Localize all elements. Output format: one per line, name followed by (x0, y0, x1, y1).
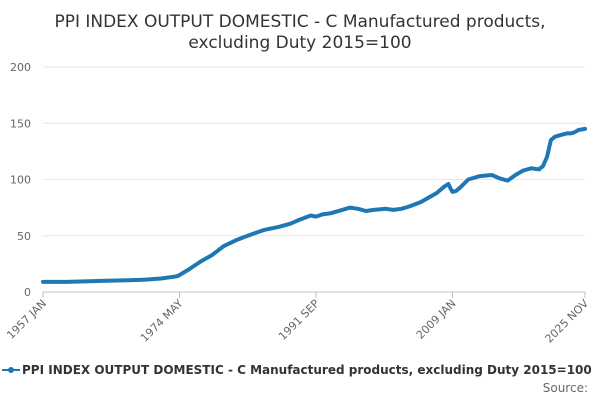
data-point[interactable] (246, 234, 250, 238)
y-tick-label: 100 (10, 174, 31, 187)
data-point[interactable] (234, 238, 238, 242)
data-point[interactable] (198, 260, 203, 264)
x-tick-label: 2025 NOV (543, 297, 592, 346)
grid-lines (43, 66, 585, 293)
data-point[interactable] (541, 164, 545, 168)
source-label: Source: (543, 381, 588, 395)
data-point[interactable] (435, 191, 439, 195)
data-point[interactable] (490, 173, 494, 177)
data-point[interactable] (446, 182, 451, 186)
y-tick-label: 0 (24, 286, 31, 299)
data-point[interactable] (521, 168, 525, 173)
data-point[interactable] (557, 134, 561, 138)
data-point[interactable] (340, 208, 344, 212)
data-point[interactable] (513, 173, 518, 177)
data-point[interactable] (328, 211, 332, 215)
data-point[interactable] (537, 167, 541, 171)
data-point[interactable] (454, 189, 458, 193)
data-point[interactable] (565, 131, 569, 135)
data-point[interactable] (383, 207, 388, 211)
data-point[interactable] (553, 135, 557, 139)
data-point[interactable] (391, 208, 395, 212)
legend-series-marker (8, 367, 14, 373)
legend[interactable]: PPI INDEX OUTPUT DOMESTIC - C Manufactur… (2, 363, 592, 377)
y-tick-label: 150 (10, 117, 31, 130)
data-point[interactable] (399, 207, 403, 211)
data-point[interactable] (104, 279, 108, 283)
x-tick-label: 1957 JAN (4, 297, 49, 342)
data-point[interactable] (320, 212, 325, 216)
y-tick-label: 200 (10, 61, 31, 74)
data-point[interactable] (466, 177, 470, 182)
data-point[interactable] (450, 190, 455, 194)
data-point[interactable] (187, 267, 191, 272)
data-point[interactable] (529, 166, 533, 170)
data-point[interactable] (289, 221, 293, 225)
data-point[interactable] (348, 206, 352, 210)
data-point[interactable] (583, 127, 587, 131)
data-point[interactable] (419, 200, 423, 204)
chart-title-line-1: PPI INDEX OUTPUT DOMESTIC - C Manufactur… (54, 12, 545, 32)
data-point[interactable] (159, 276, 163, 281)
data-point[interactable] (407, 204, 411, 209)
data-point[interactable] (549, 138, 553, 142)
data-point[interactable] (458, 185, 462, 189)
data-point[interactable] (545, 155, 549, 159)
data-point[interactable] (576, 128, 581, 132)
x-tick-label: 1991 SEP (276, 297, 322, 343)
data-point[interactable] (561, 132, 565, 137)
data-point[interactable] (572, 130, 577, 134)
y-axis-tick-labels: 0 50 100 150 200 (10, 61, 31, 299)
data-point[interactable] (65, 280, 69, 284)
data-point[interactable] (448, 186, 453, 191)
x-tick-label: 2009 JAN (414, 297, 459, 342)
data-point[interactable] (364, 209, 368, 213)
data-point[interactable] (177, 273, 182, 277)
series-layer (41, 126, 587, 284)
data-point[interactable] (297, 218, 301, 222)
data-point[interactable] (210, 253, 214, 257)
data-point[interactable] (128, 278, 132, 282)
data-point[interactable] (261, 228, 266, 232)
data-point[interactable] (506, 179, 510, 183)
data-point[interactable] (498, 176, 502, 180)
data-point[interactable] (41, 280, 45, 284)
data-point[interactable] (569, 131, 573, 135)
data-point[interactable] (222, 244, 226, 248)
data-point[interactable] (443, 184, 447, 188)
data-point[interactable] (314, 215, 318, 219)
data-point[interactable] (309, 213, 313, 218)
chart-title-line-2: excluding Duty 2015=100 (188, 33, 411, 53)
data-point[interactable] (143, 278, 147, 282)
legend-series-label: PPI INDEX OUTPUT DOMESTIC - C Manufactur… (22, 363, 592, 377)
y-tick-label: 50 (17, 230, 31, 243)
x-axis-tick-labels: 1957 JAN 1974 MAY 1991 SEP 2009 JAN 2025 NOV (4, 292, 591, 346)
data-point[interactable] (372, 208, 376, 212)
data-point[interactable] (356, 207, 360, 211)
data-point[interactable] (427, 195, 431, 200)
data-point[interactable] (277, 225, 281, 229)
data-point[interactable] (478, 174, 482, 178)
data-point[interactable] (175, 274, 179, 278)
series-line-0[interactable] (41, 126, 587, 284)
x-tick-label: 1974 MAY (138, 297, 186, 345)
